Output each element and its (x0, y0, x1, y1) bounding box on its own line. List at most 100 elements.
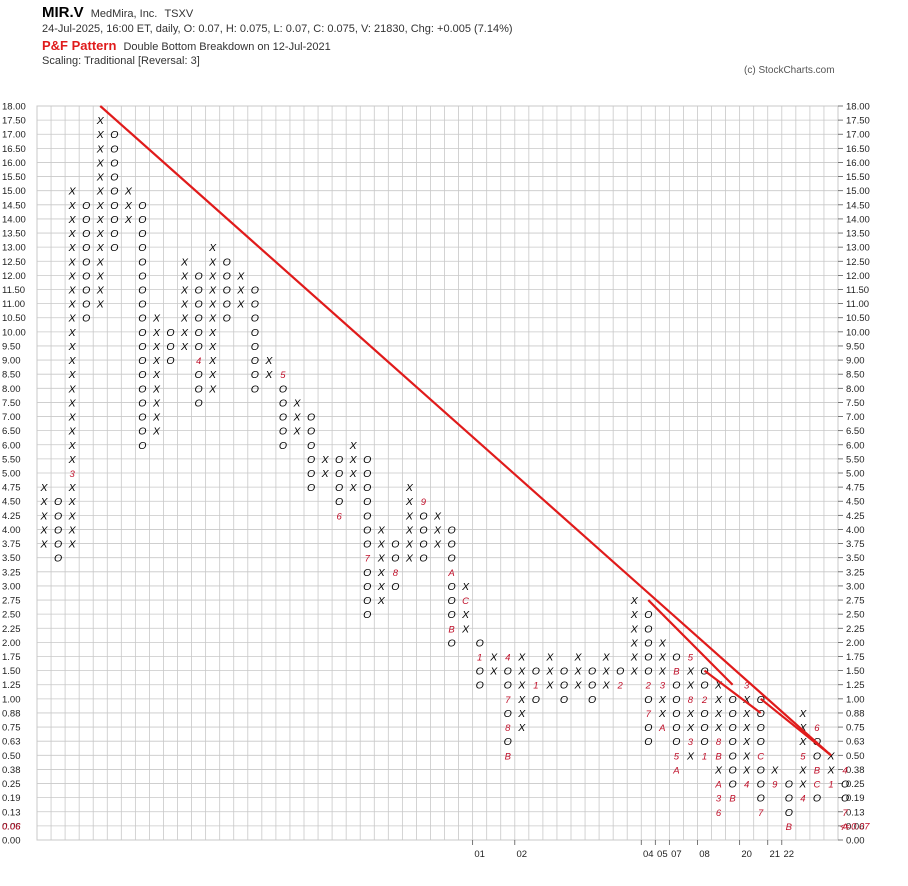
x-mark: X (461, 609, 470, 621)
o-mark: O (138, 242, 146, 254)
o-mark: O (419, 553, 427, 565)
y-tick-label-left: 0.75 (2, 723, 21, 734)
o-mark: O (251, 341, 259, 353)
y-tick-label-left: 5.50 (2, 454, 21, 465)
o-mark: O (54, 553, 62, 565)
x-mark: X (545, 666, 554, 678)
y-tick-label-right: 5.00 (846, 469, 865, 480)
y-tick-label-left: 14.00 (2, 214, 26, 225)
month-marker: 6 (336, 511, 342, 522)
y-tick-label-left: 1.75 (2, 652, 21, 663)
o-mark: O (616, 666, 624, 678)
x-mark: X (124, 186, 133, 198)
x-mark: X (180, 299, 189, 311)
x-mark: X (658, 637, 667, 649)
o-mark: O (138, 214, 146, 226)
x-mark: X (714, 694, 723, 706)
o-mark: O (279, 440, 287, 452)
o-mark: O (644, 666, 652, 678)
o-mark: O (644, 652, 652, 664)
x-mark: X (405, 496, 414, 508)
o-mark: O (195, 383, 203, 395)
o-mark: O (166, 355, 174, 367)
month-marker: 1 (533, 681, 538, 692)
o-mark: O (307, 468, 315, 480)
year-label: 21 (769, 849, 780, 860)
o-mark: O (363, 567, 371, 579)
month-marker: 1 (477, 653, 482, 664)
x-mark: X (658, 694, 667, 706)
y-tick-label-left: 2.50 (2, 610, 21, 621)
o-mark: O (363, 482, 371, 494)
o-mark: O (447, 637, 455, 649)
month-marker: A (841, 822, 848, 833)
x-mark: X (349, 440, 358, 452)
o-mark: O (195, 270, 203, 282)
x-mark: X (377, 524, 386, 536)
o-mark: O (841, 793, 849, 805)
x-mark: X (152, 327, 161, 339)
x-mark: X (517, 708, 526, 720)
x-mark: X (152, 369, 161, 381)
x-mark: X (68, 454, 77, 466)
y-tick-label-left: 4.25 (2, 511, 21, 522)
x-mark: X (461, 581, 470, 593)
x-mark: X (68, 355, 77, 367)
y-tick-label-right: 0.75 (846, 723, 865, 734)
o-mark: O (223, 313, 231, 325)
y-tick-label-right: 6.00 (846, 440, 865, 451)
year-label: 20 (741, 849, 752, 860)
pattern-line: P&F Pattern Double Bottom Breakdown on 1… (42, 38, 331, 53)
month-marker: 6 (814, 723, 820, 734)
o-mark: O (138, 228, 146, 240)
o-mark: O (588, 680, 596, 692)
y-tick-label-right: 4.50 (846, 497, 865, 508)
o-mark: O (138, 383, 146, 395)
o-mark: O (644, 637, 652, 649)
o-mark: O (363, 510, 371, 522)
x-mark: X (714, 708, 723, 720)
x-mark: X (68, 327, 77, 339)
o-mark: O (195, 313, 203, 325)
y-tick-label-right: 13.50 (846, 229, 870, 240)
y-tick-label-left: 17.00 (2, 130, 26, 141)
o-mark: O (251, 369, 259, 381)
x-mark: X (68, 242, 77, 254)
y-tick-label-right: 1.75 (846, 652, 865, 663)
o-mark: O (335, 482, 343, 494)
o-mark: O (195, 285, 203, 297)
x-mark: X (405, 553, 414, 565)
x-mark: X (152, 412, 161, 424)
x-mark: X (714, 680, 723, 692)
x-mark: X (96, 186, 105, 198)
o-mark: O (110, 157, 118, 169)
month-marker: B (448, 624, 455, 635)
o-mark: O (785, 779, 793, 791)
x-mark: X (686, 666, 695, 678)
y-tick-label-left: 8.00 (2, 384, 21, 395)
month-marker: 1 (702, 751, 707, 762)
o-mark: O (195, 327, 203, 339)
month-marker: B (673, 667, 680, 678)
x-mark: X (630, 652, 639, 664)
o-mark: O (391, 553, 399, 565)
o-mark: O (138, 313, 146, 325)
x-mark: X (96, 143, 105, 155)
y-tick-label-left: 2.75 (2, 596, 21, 607)
o-mark: O (729, 708, 737, 720)
y-tick-label-left: 0.50 (2, 751, 21, 762)
x-mark: X (68, 524, 77, 536)
x-mark: X (68, 299, 77, 311)
x-mark: X (489, 666, 498, 678)
x-mark: X (292, 397, 301, 409)
x-mark: X (321, 468, 330, 480)
x-mark: X (686, 722, 695, 734)
y-tick-label-right: 2.75 (846, 596, 865, 607)
x-mark: X (208, 369, 217, 381)
y-tick-label-left: 9.50 (2, 341, 21, 352)
x-mark: X (517, 666, 526, 678)
x-mark: X (545, 680, 554, 692)
o-mark: O (363, 524, 371, 536)
o-mark: O (251, 285, 259, 297)
x-mark: X (124, 214, 133, 226)
